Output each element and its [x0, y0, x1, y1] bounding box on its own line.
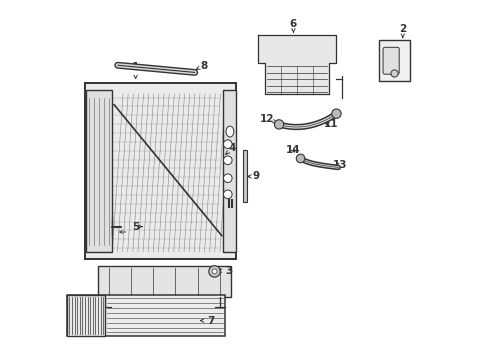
- Bar: [87, 90, 112, 252]
- Polygon shape: [258, 35, 337, 94]
- Text: 1: 1: [132, 62, 139, 78]
- Text: 10: 10: [74, 311, 89, 321]
- Circle shape: [223, 174, 232, 183]
- Bar: [68, 295, 105, 336]
- Text: 11: 11: [324, 120, 338, 129]
- Circle shape: [212, 269, 217, 274]
- Circle shape: [209, 266, 221, 277]
- Text: 5: 5: [132, 222, 142, 231]
- Bar: [85, 83, 236, 259]
- Text: 13: 13: [333, 160, 347, 170]
- Text: 12: 12: [260, 114, 277, 124]
- Text: 4: 4: [226, 143, 236, 154]
- Text: 8: 8: [196, 61, 207, 71]
- Text: 7: 7: [200, 316, 215, 325]
- Circle shape: [223, 156, 232, 165]
- Circle shape: [332, 109, 341, 118]
- Bar: [98, 266, 231, 297]
- Circle shape: [274, 120, 284, 129]
- Ellipse shape: [226, 126, 234, 137]
- Text: 3: 3: [219, 266, 232, 276]
- Bar: [68, 295, 225, 336]
- Circle shape: [296, 154, 305, 163]
- Text: 14: 14: [285, 144, 300, 154]
- Bar: [379, 40, 410, 81]
- Circle shape: [223, 140, 232, 148]
- Text: 2: 2: [399, 24, 406, 37]
- Bar: [243, 149, 247, 202]
- Text: 6: 6: [290, 19, 297, 32]
- Circle shape: [391, 70, 398, 77]
- Bar: [223, 90, 236, 252]
- Circle shape: [223, 190, 232, 199]
- Text: 9: 9: [248, 171, 259, 181]
- FancyBboxPatch shape: [383, 47, 399, 74]
